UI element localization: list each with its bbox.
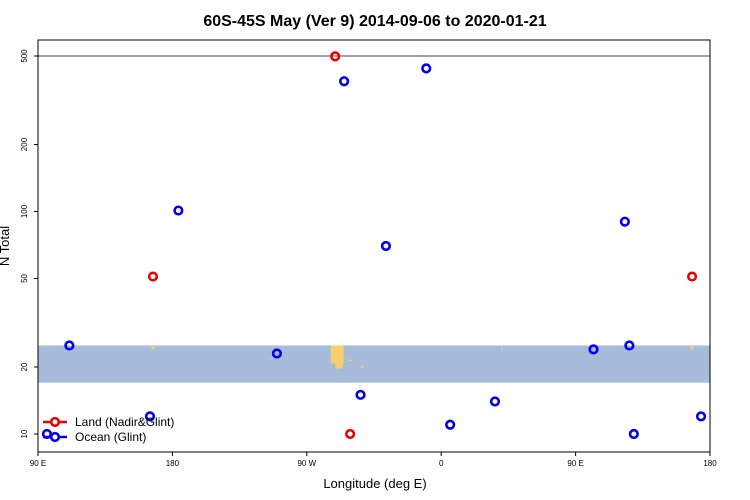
ocean-point xyxy=(624,340,635,351)
x-tick-label: 90 E xyxy=(567,459,583,468)
land-point xyxy=(345,428,356,440)
y-tick-label: 500 xyxy=(20,49,29,63)
map-land-shape xyxy=(330,345,344,364)
ocean-point xyxy=(271,348,283,359)
y-tick-label: 10 xyxy=(20,429,29,438)
ocean-point xyxy=(64,340,75,351)
y-axis-label: N Total xyxy=(0,226,12,266)
y-tick-label: 200 xyxy=(20,137,29,151)
y-tick-label: 20 xyxy=(20,362,29,371)
map-land-shape xyxy=(151,346,156,350)
land-point xyxy=(147,271,159,282)
legend-label: Land (Nadir&Glint) xyxy=(75,415,174,429)
axes: 90 E 180 90 W 0 90 E 180 10 20 50 100 200 500 xyxy=(20,39,717,468)
ocean-point xyxy=(173,205,184,216)
legend-marker xyxy=(49,416,61,428)
map-strip xyxy=(38,345,710,383)
ocean-point xyxy=(339,76,350,87)
x-tick-label: 90 W xyxy=(297,459,316,468)
x-tick-label: 0 xyxy=(439,459,444,468)
plot-frame xyxy=(37,39,711,453)
x-tick-label: 90 E xyxy=(30,459,46,468)
map-ocean-band xyxy=(38,345,710,383)
land-point xyxy=(686,271,698,282)
ocean-point xyxy=(489,396,501,407)
x-tick-label: 180 xyxy=(166,459,180,468)
ocean-point xyxy=(144,411,156,422)
legend: Land (Nadir&Glint)Ocean (Glint) xyxy=(43,415,174,444)
map-land-shape xyxy=(690,346,695,350)
ocean-point xyxy=(628,428,639,440)
ocean-point xyxy=(445,419,456,430)
ocean-point xyxy=(355,389,366,400)
y-tick-label: 50 xyxy=(20,273,29,282)
ocean-point xyxy=(380,240,392,252)
x-tick-label: 180 xyxy=(703,459,717,468)
ocean-point xyxy=(619,216,630,227)
ocean-point xyxy=(695,411,707,422)
map-land-shape xyxy=(348,359,352,362)
map-land-shape xyxy=(500,347,503,350)
map-land-shape xyxy=(335,362,344,369)
data-points xyxy=(41,51,707,440)
ocean-point xyxy=(588,344,599,355)
x-axis-label: Longitude (deg E) xyxy=(323,476,426,491)
land-point xyxy=(330,51,341,62)
ocean-point xyxy=(421,63,432,74)
map-land-shape xyxy=(360,365,364,368)
legend-marker xyxy=(49,431,61,443)
y-tick-label: 100 xyxy=(20,204,29,218)
legend-label: Ocean (Glint) xyxy=(75,430,146,444)
chart-title: 60S-45S May (Ver 9) 2014-09-06 to 2020-0… xyxy=(203,13,546,30)
